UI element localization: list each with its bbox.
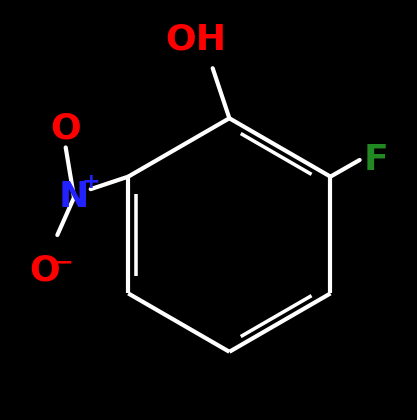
Text: OH: OH	[166, 22, 226, 56]
Text: −: −	[54, 252, 73, 272]
Text: O: O	[30, 253, 60, 287]
Text: O: O	[50, 112, 81, 146]
Text: N: N	[59, 181, 89, 215]
Text: F: F	[364, 143, 389, 177]
Text: +: +	[81, 172, 100, 192]
